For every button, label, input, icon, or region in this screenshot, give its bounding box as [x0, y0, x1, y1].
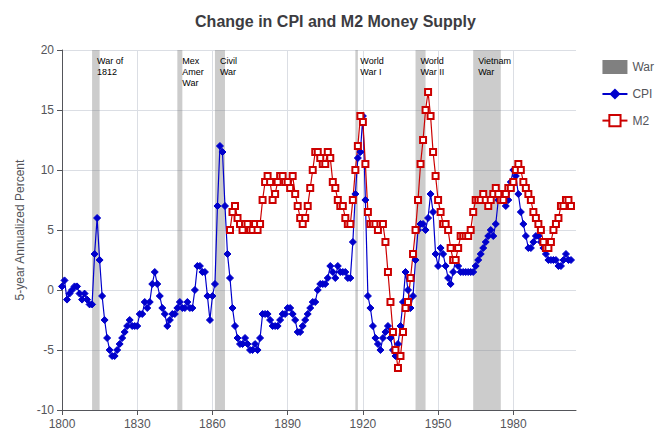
- svg-text:1950: 1950: [425, 417, 452, 431]
- svg-text:1830: 1830: [124, 417, 151, 431]
- svg-text:1920: 1920: [350, 417, 377, 431]
- svg-text:1980: 1980: [500, 417, 527, 431]
- svg-text:War: War: [182, 78, 198, 88]
- svg-text:10: 10: [41, 163, 55, 177]
- svg-text:-5: -5: [43, 343, 54, 357]
- svg-text:M2: M2: [632, 114, 649, 128]
- svg-text:1860: 1860: [199, 417, 226, 431]
- svg-text:Amer: Amer: [182, 67, 204, 77]
- svg-text:War: War: [478, 67, 494, 77]
- svg-text:War II: War II: [421, 67, 445, 77]
- svg-text:War: War: [632, 60, 654, 74]
- svg-text:World: World: [360, 56, 383, 66]
- svg-text:CPI: CPI: [632, 87, 652, 101]
- svg-text:1812: 1812: [97, 67, 117, 77]
- svg-text:1800: 1800: [49, 417, 76, 431]
- svg-text:World: World: [421, 56, 444, 66]
- svg-text:War of: War of: [97, 56, 124, 66]
- svg-text:15: 15: [41, 103, 55, 117]
- svg-text:5: 5: [47, 223, 54, 237]
- svg-text:Civil: Civil: [220, 56, 237, 66]
- svg-text:1890: 1890: [274, 417, 301, 431]
- svg-text:0: 0: [47, 283, 54, 297]
- svg-text:War: War: [220, 67, 236, 77]
- svg-text:Vietnam: Vietnam: [478, 56, 511, 66]
- svg-text:Mex: Mex: [182, 56, 200, 66]
- svg-text:Change in CPI and M2 Money Sup: Change in CPI and M2 Money Supply: [195, 13, 476, 30]
- svg-text:War I: War I: [360, 67, 381, 77]
- svg-text:5-year Annualized Percent: 5-year Annualized Percent: [13, 159, 27, 300]
- svg-text:-10: -10: [37, 403, 55, 417]
- svg-text:20: 20: [41, 43, 55, 57]
